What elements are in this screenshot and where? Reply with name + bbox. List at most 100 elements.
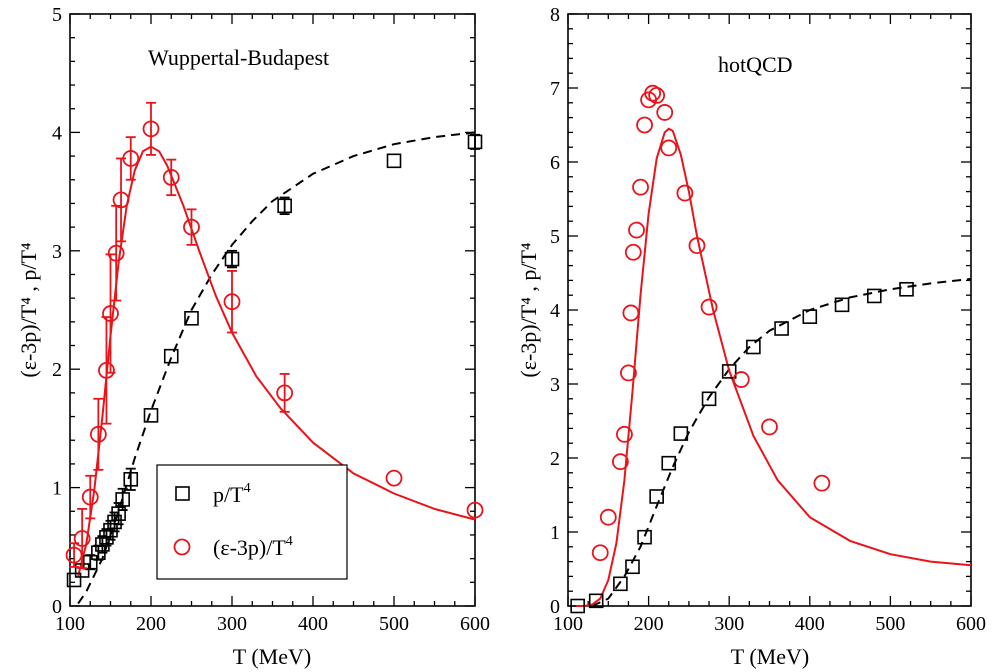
trace-anomaly-data-point — [112, 191, 130, 209]
y-tick-label: 0 — [52, 596, 62, 618]
trace-anomaly-data-point — [122, 150, 140, 167]
trace-anomaly-data-point — [628, 221, 645, 239]
x-tick-label: 500 — [875, 613, 905, 635]
trace-anomaly-data-point — [622, 304, 640, 322]
pressure-data-point — [570, 598, 585, 614]
legend-square-marker — [175, 486, 190, 501]
trace-anomaly-data-point — [73, 530, 91, 547]
panel-hotqcd: 100 200 300 400 500 600 0 1 2 3 4 5 6 7 8 hotQCD T (Me… — [516, 4, 986, 669]
pressure-fit-curve — [591, 277, 972, 607]
legend-label-trace-anomaly-sup: 4 — [286, 534, 293, 549]
trace-anomaly-data-point — [732, 371, 750, 388]
panel-wuppertal-budapest: 100 200 300 400 500 600 0 1 2 3 4 5 Wuppertal-Budap… — [16, 4, 490, 669]
y-tick-label: 4 — [550, 300, 560, 322]
pressure-data-point — [834, 297, 850, 313]
trace-anomaly-data-point — [611, 453, 629, 471]
trace-anomaly-data-point — [700, 298, 718, 316]
trace-anomaly-data-point — [656, 104, 674, 121]
axis-ticks: 100 200 300 400 500 600 0 1 2 3 4 5 — [52, 4, 490, 635]
data-points — [570, 84, 914, 614]
trace-anomaly-data-point — [102, 305, 119, 322]
pressure-data-point — [277, 198, 292, 214]
x-tick-label: 200 — [634, 613, 664, 635]
trace-anomaly-data-point — [620, 364, 637, 382]
y-tick-label: 5 — [52, 4, 62, 26]
axis-ticks: 100 200 300 400 500 600 0 1 2 3 4 5 6 7 8 — [550, 4, 986, 635]
legend-box — [156, 464, 348, 580]
pressure-data-point — [111, 506, 126, 521]
trace-anomaly-data-point — [676, 184, 694, 202]
y-tick-label: 1 — [550, 522, 560, 544]
pressure-data-point — [467, 134, 483, 150]
pressure-data-point — [649, 489, 664, 504]
legend-label-trace-anomaly-text: (ε-3p)/T — [213, 535, 286, 560]
legend-label-trace-anomaly: (ε-3p)/T4 — [213, 534, 293, 560]
pressure-data-point — [613, 576, 628, 592]
trace-anomaly-data-point — [591, 544, 609, 562]
x-tick-label: 600 — [956, 613, 986, 635]
y-axis-label: (ε-3p)/T⁴ , p/T⁴ — [516, 242, 541, 377]
trace-anomaly-data-point — [660, 139, 678, 157]
pressure-data-point — [588, 593, 604, 609]
x-tick-label: 300 — [714, 613, 744, 635]
y-tick-label: 0 — [550, 596, 560, 618]
x-tick-label: 200 — [136, 613, 166, 635]
pressure-data-point — [103, 522, 118, 538]
trace-anomaly-data-point — [761, 418, 778, 436]
pressure-data-point — [661, 455, 677, 471]
trace-anomaly-data-point — [89, 425, 107, 443]
pressure-data-point — [184, 310, 199, 326]
pressure-data-point — [774, 321, 789, 336]
y-tick-label: 2 — [550, 448, 560, 470]
pressure-data-point — [163, 348, 179, 364]
y-tick-label: 7 — [550, 78, 560, 100]
plot-frame — [567, 13, 972, 607]
x-tick-label: 400 — [298, 613, 328, 635]
data-points — [65, 101, 484, 588]
trace-anomaly-data-point — [385, 469, 403, 487]
y-tick-label: 5 — [550, 226, 560, 248]
panel-title: hotQCD — [718, 52, 793, 77]
x-tick-label: 400 — [795, 613, 825, 635]
x-tick-label: 600 — [460, 613, 490, 635]
pressure-data-point — [115, 492, 130, 507]
legend-label-pressure: p/T4 — [213, 481, 251, 507]
x-tick-label: 100 — [553, 613, 583, 635]
pressure-data-point — [866, 288, 882, 304]
x-axis-label: T (MeV) — [233, 644, 311, 669]
trace-anomaly-data-point — [81, 488, 99, 506]
trace-anomaly-data-point — [98, 361, 115, 379]
trace-anomaly-data-point — [183, 218, 200, 236]
trace-anomaly-data-point — [223, 293, 241, 311]
pressure-data-point — [143, 408, 159, 423]
trace-anomaly-data-point — [648, 87, 666, 104]
x-tick-label: 500 — [379, 613, 409, 635]
trace-anomaly-data-point — [599, 508, 617, 526]
y-tick-label: 6 — [550, 152, 560, 174]
panel-title: Wuppertal-Budapest — [148, 45, 329, 70]
x-tick-label: 100 — [55, 613, 85, 635]
trace-anomaly-data-point — [466, 501, 484, 519]
trace-anomaly-data-point — [616, 425, 633, 443]
trace-anomaly-data-point — [107, 244, 125, 262]
trace-anomaly-data-point — [688, 237, 706, 255]
legend-circle-marker — [173, 538, 191, 556]
pressure-data-point — [802, 309, 818, 324]
y-tick-label: 4 — [52, 122, 62, 144]
pressure-data-point — [899, 281, 914, 297]
y-axis-label: (ε-3p)/T⁴ , p/T⁴ — [16, 242, 41, 377]
pressure-data-point — [386, 153, 402, 169]
y-tick-label: 3 — [550, 374, 560, 396]
trace-anomaly-data-point — [624, 243, 642, 261]
pressure-data-point — [625, 559, 640, 575]
pressure-data-point — [721, 364, 737, 379]
trace-anomaly-data-point — [813, 474, 831, 492]
trace-anomaly-data-point — [636, 116, 653, 134]
trace-anomaly-data-point — [632, 178, 649, 196]
pressure-data-point — [673, 426, 689, 441]
y-tick-label: 3 — [52, 241, 62, 263]
trace-anomaly-data-point — [142, 120, 160, 138]
pressure-data-point — [701, 391, 717, 407]
fit-curves — [576, 127, 972, 607]
